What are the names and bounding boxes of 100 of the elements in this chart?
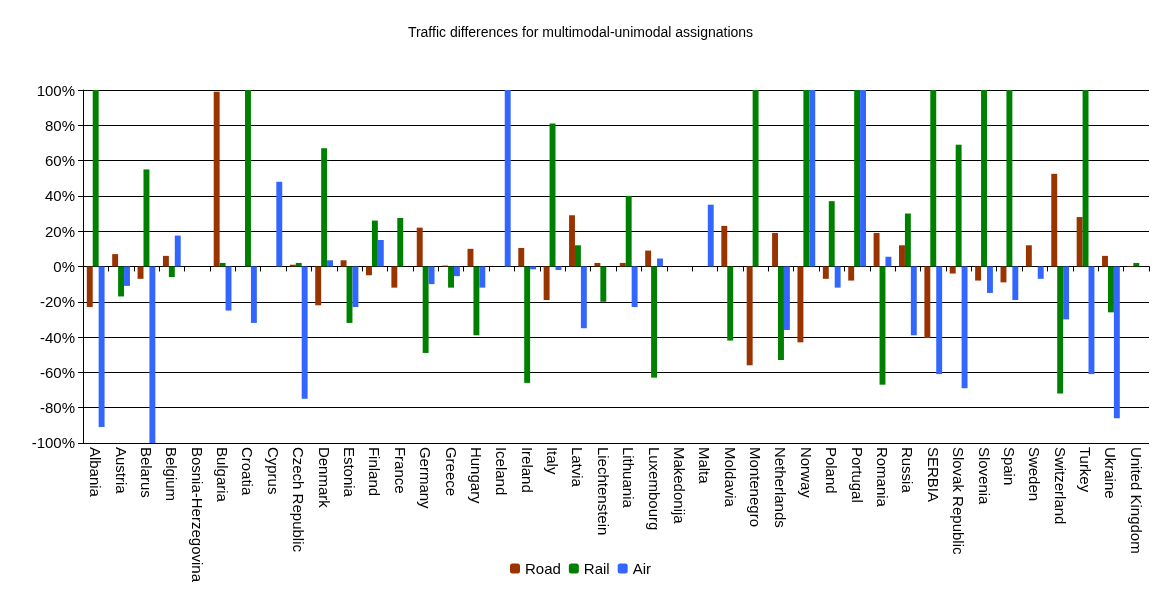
bar <box>924 266 931 338</box>
bar <box>930 90 937 267</box>
bar <box>143 169 150 267</box>
x-tick-label: Sweden <box>1026 446 1044 502</box>
chart-title: Traffic differences for multimodal-unimodal assignations <box>407 24 754 40</box>
bar <box>162 255 169 267</box>
y-tick-label: 20% <box>44 222 75 240</box>
x-tick-label: Germany <box>417 446 435 510</box>
y-tick-label: -20% <box>39 293 75 311</box>
bar <box>213 91 220 267</box>
bar <box>727 266 734 341</box>
bar <box>524 266 531 383</box>
x-tick-label: Italy <box>544 446 562 475</box>
bar <box>416 227 423 267</box>
bar <box>1057 266 1064 394</box>
bar <box>453 266 460 277</box>
x-tick-label: Netherlands <box>772 446 790 528</box>
x-tick-label: Finland <box>366 446 384 497</box>
x-tick-label: Greece <box>442 446 460 497</box>
bar <box>86 266 93 308</box>
bar <box>854 90 861 267</box>
bar <box>873 232 880 267</box>
x-tick-label: Cyprus <box>264 446 282 495</box>
bar <box>391 266 398 288</box>
bar <box>92 90 99 267</box>
x-tick-label: United Kingdom <box>1127 446 1145 554</box>
bar <box>504 90 511 267</box>
x-tick-label: Croatia <box>239 446 257 496</box>
x-tick-label: Makedonija <box>670 446 688 525</box>
x-tick-label: Czech Republic <box>290 446 308 553</box>
x-tick-label: Poland <box>823 446 841 494</box>
bar <box>1113 266 1120 419</box>
legend-label: Road <box>524 560 561 577</box>
bar <box>352 266 359 308</box>
y-tick-label: 0% <box>53 257 75 275</box>
x-tick-label: Slovak Republic <box>950 446 968 555</box>
bar <box>549 123 556 267</box>
bar <box>366 266 372 276</box>
x-tick-label: Latvia <box>569 446 587 488</box>
bar <box>809 90 816 267</box>
bar <box>428 266 435 285</box>
bar <box>860 90 866 267</box>
bar <box>1012 266 1019 300</box>
bar <box>315 266 322 306</box>
bar <box>746 266 753 366</box>
y-tick-label: -100% <box>31 434 75 452</box>
bar <box>848 266 855 281</box>
bar <box>772 232 779 267</box>
bar <box>1102 255 1108 267</box>
bar <box>625 195 632 267</box>
bar <box>301 266 308 399</box>
bar <box>707 204 714 267</box>
x-tick-label: Russia <box>899 446 917 494</box>
y-tick-label: -60% <box>39 363 75 381</box>
bar <box>518 247 525 267</box>
bar <box>250 266 257 323</box>
bar <box>397 217 404 267</box>
bar <box>600 266 607 302</box>
bar <box>651 266 658 378</box>
x-tick-label: Malta <box>696 446 714 485</box>
bar <box>149 266 156 443</box>
bar <box>936 266 943 375</box>
x-tick-label: Iceland <box>493 446 511 496</box>
bar <box>327 260 333 267</box>
bar <box>828 201 835 267</box>
bar <box>530 266 537 270</box>
bar <box>124 266 130 286</box>
x-tick-label: Spain <box>1000 446 1018 486</box>
bar <box>321 148 328 267</box>
x-tick-label: Bulgaria <box>214 446 232 503</box>
bar <box>118 266 125 297</box>
legend-label: Rail <box>583 560 610 577</box>
bar <box>822 266 829 279</box>
x-tick-label: Romania <box>874 446 891 508</box>
bar <box>555 266 562 270</box>
x-tick-label: Ukraine <box>1102 446 1120 499</box>
bar <box>910 266 917 336</box>
x-tick-label: Estonia <box>341 446 358 498</box>
x-tick-label: Bosnia-Herzegovina <box>188 446 206 583</box>
bar <box>885 256 892 267</box>
x-tick-label: Portugal <box>848 446 866 503</box>
bar <box>574 245 581 267</box>
bar <box>904 213 911 267</box>
bar <box>961 266 968 389</box>
bar <box>543 266 550 300</box>
bar <box>340 260 347 267</box>
bar <box>377 239 384 267</box>
y-tick-label: 80% <box>44 116 75 134</box>
y-tick-label: 40% <box>44 187 75 205</box>
bar <box>422 266 429 353</box>
bar <box>580 266 587 329</box>
y-tick-label: 100% <box>36 81 75 99</box>
x-tick-label: Montenegro <box>747 446 765 527</box>
bar <box>1051 173 1058 267</box>
bar <box>986 266 993 293</box>
bar <box>112 254 119 267</box>
x-tick-label: Hungary <box>467 446 485 505</box>
x-tick-label: France <box>391 446 409 494</box>
bar <box>1025 245 1032 267</box>
bar <box>1006 90 1013 267</box>
